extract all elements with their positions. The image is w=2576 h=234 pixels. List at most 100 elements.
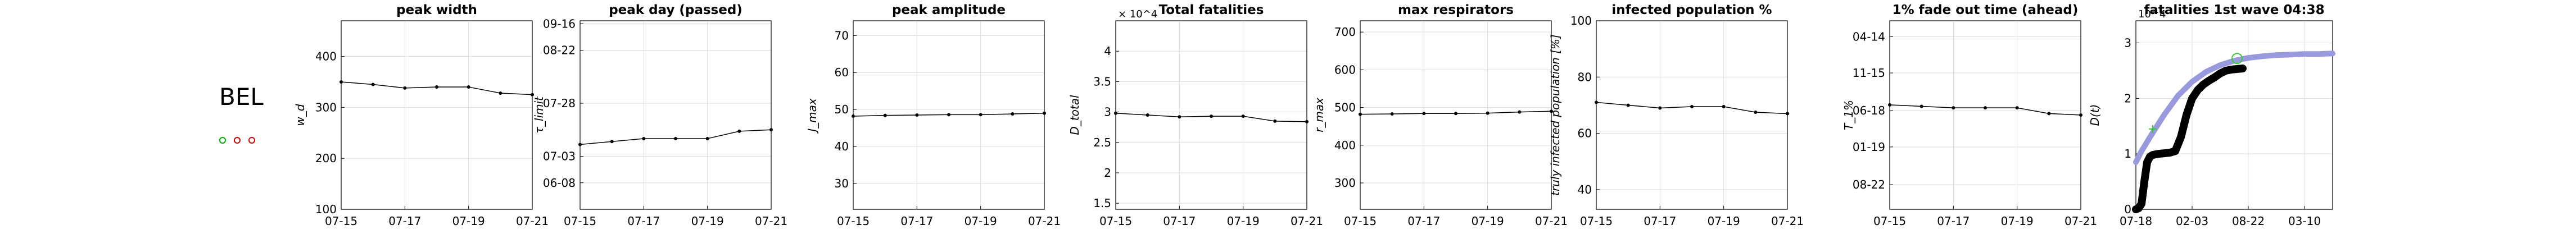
y-tick-label: 60 — [835, 66, 849, 79]
data-point — [578, 143, 582, 146]
data-point — [1952, 106, 1955, 110]
chart-title: fatalities 1st wave 04:38 — [2144, 3, 2324, 17]
chart-panel-1 — [339, 20, 534, 210]
axes-box — [2135, 20, 2333, 210]
chart-panel-3 — [852, 20, 1046, 210]
marker-red-1 — [234, 137, 241, 144]
annotation-star — [2149, 125, 2157, 133]
chart-panel-8 — [2132, 20, 2335, 213]
data-point — [1486, 111, 1490, 115]
x-tick-label: 07-17 — [627, 214, 660, 228]
y-tick-label: 08-22 — [543, 44, 576, 57]
y-axis-label: D(t) — [2088, 104, 2102, 126]
y-tick-label: 4 — [1104, 44, 1111, 58]
y-tick-label: 400 — [1334, 139, 1356, 152]
x-tick-label: 07-15 — [325, 214, 357, 228]
data-point — [1241, 114, 1245, 118]
marker-green — [219, 137, 226, 144]
y-axis-label: w_d — [293, 104, 307, 126]
marker-red-2 — [248, 137, 255, 144]
data-point — [705, 137, 709, 140]
data-point — [1919, 104, 1923, 108]
x-tick-label: 07-19 — [965, 214, 997, 228]
y-tick-label: 100 — [1570, 14, 1592, 27]
data-point — [403, 86, 407, 90]
data-point — [852, 114, 855, 118]
x-tick-label: 07-15 — [1344, 214, 1377, 228]
axes-box — [1115, 20, 1307, 210]
data-point — [1595, 100, 1598, 104]
data-point — [1690, 104, 1694, 108]
chart-title: peak amplitude — [892, 3, 1006, 17]
y-axis-label: truly infected population [%] — [1549, 34, 1562, 196]
y-axis-label: r_max — [1312, 98, 1326, 132]
data-point — [642, 137, 646, 140]
y-tick-label: 06-08 — [543, 176, 576, 190]
data-point — [1210, 114, 1213, 118]
y-tick-label: 200 — [315, 152, 337, 165]
data-point — [1273, 119, 1277, 123]
chart-panel-7 — [1888, 20, 2082, 210]
x-tick-label: 07-17 — [900, 214, 933, 228]
data-point — [1114, 111, 1117, 115]
series-line-1 — [2133, 51, 2335, 165]
x-tick-label: 02-03 — [2176, 214, 2208, 228]
data-point — [915, 113, 919, 117]
x-tick-label: 07-19 — [452, 214, 485, 228]
y-tick-label: 3 — [2124, 36, 2131, 50]
axes-box — [341, 20, 533, 210]
x-tick-label: 07-19 — [691, 214, 724, 228]
y-tick-label: 07-28 — [543, 97, 576, 110]
exponent-label: 10^4 — [2138, 8, 2166, 20]
y-tick-label: 80 — [1578, 70, 1592, 84]
y-tick-label: 08-22 — [1853, 178, 1885, 191]
x-tick-label: 07-17 — [1407, 214, 1440, 228]
x-tick-label: 07-21 — [516, 214, 549, 228]
country-label: BEL — [219, 83, 264, 111]
y-tick-label: 400 — [315, 50, 337, 63]
exponent-label: × 10^4 — [1118, 8, 1157, 20]
data-point — [1178, 115, 1181, 119]
axes-box — [580, 20, 772, 210]
annotation-circle — [2231, 53, 2243, 65]
data-point — [1422, 112, 1426, 116]
data-point — [1626, 103, 1630, 107]
data-point — [1011, 112, 1015, 116]
y-tick-label: 700 — [1334, 25, 1356, 39]
x-tick-label: 07-19 — [1227, 214, 1260, 228]
data-point — [1390, 112, 1394, 116]
chart-panel-4 — [1114, 20, 1309, 210]
x-tick-label: 07-15 — [1873, 214, 1906, 228]
x-tick-label: 07-15 — [564, 214, 596, 228]
y-tick-label: 500 — [1334, 101, 1356, 114]
y-tick-label: 1 — [2124, 147, 2131, 160]
data-point — [737, 129, 741, 133]
y-tick-label: 3.5 — [1093, 75, 1111, 88]
x-tick-label: 07-17 — [1644, 214, 1676, 228]
x-tick-label: 07-21 — [755, 214, 787, 228]
data-point — [1722, 104, 1726, 108]
data-point — [1454, 112, 1457, 116]
y-tick-label: 0 — [2124, 203, 2131, 216]
data-point — [1146, 113, 1149, 117]
y-tick-label: 1.5 — [1093, 196, 1111, 210]
y-tick-label: 50 — [835, 103, 849, 116]
y-tick-label: 09-16 — [543, 17, 576, 30]
chart-title: max respirators — [1398, 3, 1514, 17]
x-tick-label: 07-17 — [1163, 214, 1196, 228]
data-point — [769, 128, 773, 132]
y-tick-label: 70 — [835, 29, 849, 42]
x-tick-label: 07-19 — [1472, 214, 1504, 228]
y-tick-label: 2 — [2124, 91, 2131, 105]
y-tick-label: 07-03 — [543, 150, 576, 163]
x-tick-label: 07-15 — [837, 214, 870, 228]
data-point — [1518, 110, 1522, 114]
data-point — [1043, 111, 1046, 115]
x-tick-label: 07-21 — [1291, 214, 1323, 228]
data-point — [1359, 112, 1362, 116]
data-point — [1658, 106, 1662, 110]
x-tick-label: 07-21 — [1028, 214, 1061, 228]
chart-panel-2 — [578, 20, 773, 210]
chart-title: infected population % — [1611, 3, 1772, 17]
